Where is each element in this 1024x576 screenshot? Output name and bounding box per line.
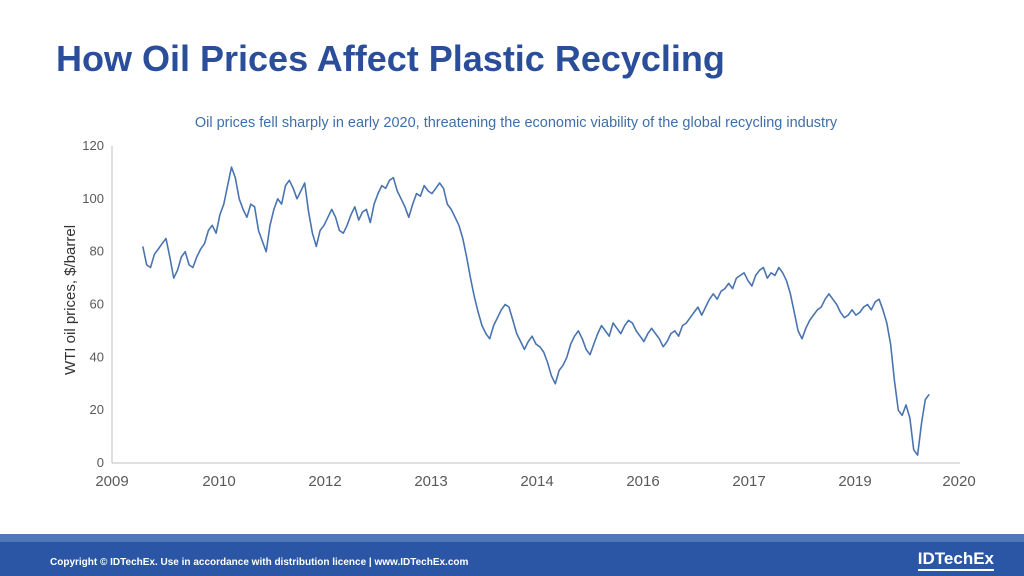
y-tick-label: 20 [90,402,104,417]
chart-subtitle: Oil prices fell sharply in early 2020, t… [195,115,838,131]
y-tick-labels: 0 20 40 60 80 100 120 [82,138,104,470]
slide-title: How Oil Prices Affect Plastic Recycling [56,38,725,79]
y-tick-label: 0 [97,455,104,470]
x-tick-label: 2012 [308,473,341,490]
x-tick-label: 2013 [414,473,447,490]
x-tick-labels: 2009 2010 2012 2013 2014 2016 2017 2019 2020 [95,473,975,490]
oil-price-chart: Oil prices fell sharply in early 2020, t… [62,115,976,490]
idtechex-logo: IDTechEx [917,550,994,571]
x-tick-label: 2014 [520,473,553,490]
x-tick-label: 2016 [626,473,659,490]
x-tick-label: 2009 [95,473,128,490]
y-tick-label: 80 [90,244,104,259]
x-tick-label: 2020 [942,473,975,490]
x-tick-label: 2017 [732,473,765,490]
y-tick-label: 100 [82,191,104,206]
y-axis-label: WTI oil prices, $/barrel [62,225,79,375]
y-tick-label: 60 [90,297,104,312]
x-tick-label: 2019 [838,473,871,490]
footer: Copyright © IDTechEx. Use in accordance … [0,542,1024,576]
y-tick-label: 40 [90,349,104,364]
wti-price-line [142,166,930,456]
footer-accent-band [0,534,1024,542]
footer-copyright: Copyright © IDTechEx. Use in accordance … [50,557,469,568]
y-tick-label: 120 [82,138,104,153]
x-tick-label: 2010 [202,473,235,490]
